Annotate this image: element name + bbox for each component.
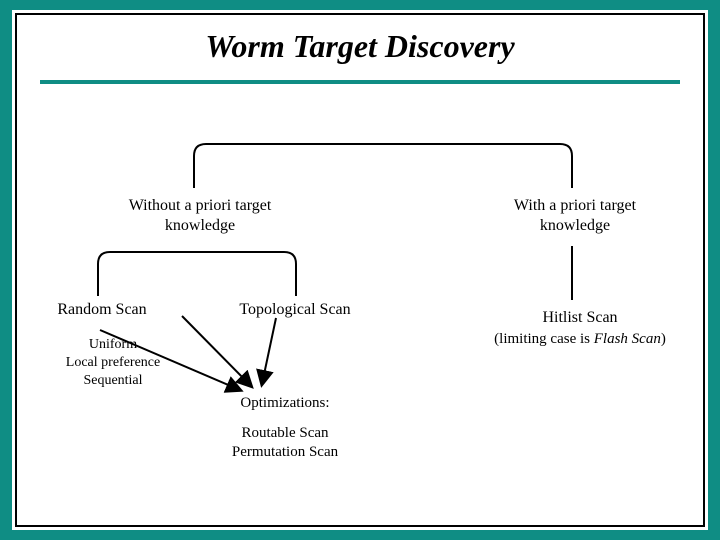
node-hitlist-scan: Hitlist Scan (limiting case is Flash Sca… [480,308,680,350]
hitlist-note-prefix: (limiting case is [494,331,594,347]
with-line1: With a priori target [514,197,636,214]
without-line1: Without a priori target [129,197,272,214]
hitlist-title: Hitlist Scan [542,309,617,326]
optimizations-permutation: Permutation Scan [232,444,338,460]
node-with-knowledge: With a priori target knowledge [490,196,660,236]
hitlist-note-suffix: ) [661,331,666,347]
random-scan-variants: Uniform Local preference Sequential [48,336,178,391]
random-variant-sequential: Sequential [83,373,142,388]
slide-inner-frame [15,13,705,527]
random-variant-uniform: Uniform [89,337,137,352]
node-topological-scan: Topological Scan [220,300,370,320]
with-line2: knowledge [540,217,610,234]
title-underline [40,80,680,84]
optimizations-routable: Routable Scan [241,425,328,441]
random-variant-local: Local preference [66,355,160,370]
optimizations-header: Optimizations: [240,395,329,411]
slide-title: Worm Target Discovery [0,28,720,65]
node-without-knowledge: Without a priori target knowledge [110,196,290,236]
optimizations-block: Optimizations: Routable Scan Permutation… [210,394,360,463]
node-random-scan: Random Scan [42,300,162,320]
hitlist-note-italic: Flash Scan [594,331,661,347]
without-line2: knowledge [165,217,235,234]
